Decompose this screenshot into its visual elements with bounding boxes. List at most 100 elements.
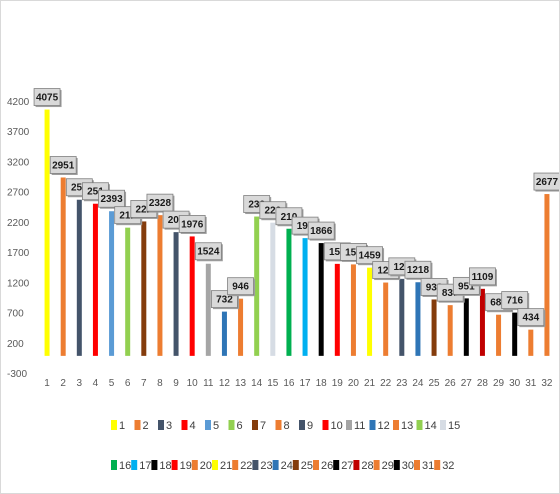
y-tick-label: 2700 <box>7 188 30 199</box>
x-tick-label: 10 <box>187 378 199 389</box>
legend-label: 28 <box>361 460 373 472</box>
x-tick-label: 24 <box>412 378 424 389</box>
data-label: 2951 <box>52 160 75 171</box>
legend-swatch <box>414 460 420 470</box>
data-label: 716 <box>506 296 523 307</box>
bar <box>77 200 82 356</box>
bar <box>141 221 146 355</box>
bar <box>174 232 179 356</box>
x-tick-label: 4 <box>93 378 99 389</box>
legend-swatch <box>323 420 329 430</box>
legend-label: 21 <box>220 460 232 472</box>
data-label: 1218 <box>407 265 430 276</box>
bar <box>544 194 549 356</box>
legend-label: 14 <box>425 420 437 432</box>
legend-swatch <box>192 460 198 470</box>
y-tick-label: 1700 <box>7 248 30 259</box>
x-tick-label: 21 <box>364 378 376 389</box>
legend-swatch <box>434 460 440 470</box>
legend-label: 5 <box>213 420 219 432</box>
bar <box>206 264 211 356</box>
data-label: 2328 <box>149 198 172 209</box>
y-tick-label: 200 <box>7 339 24 350</box>
bar <box>270 223 275 356</box>
bar <box>319 243 324 356</box>
data-label: 1459 <box>358 251 381 262</box>
bar <box>528 330 533 356</box>
bar <box>383 283 388 356</box>
legend-label: 2 <box>143 420 149 432</box>
x-tick-label: 13 <box>235 378 247 389</box>
bar <box>335 264 340 356</box>
data-label: 946 <box>232 282 249 293</box>
bar <box>415 282 420 356</box>
x-tick-label: 30 <box>509 378 521 389</box>
legend-swatch <box>299 420 305 430</box>
legend-swatch <box>158 420 164 430</box>
bar <box>125 228 130 356</box>
legend-label: 11 <box>354 420 365 432</box>
data-label: 434 <box>522 313 539 324</box>
y-tick-label: -300 <box>7 369 27 380</box>
data-label: 1109 <box>472 272 494 283</box>
legend-swatch <box>111 420 117 430</box>
data-label: 732 <box>216 295 233 306</box>
x-tick-label: 28 <box>477 378 489 389</box>
x-tick-label: 22 <box>380 378 392 389</box>
y-tick-label: 2200 <box>7 218 30 229</box>
bar <box>303 238 308 356</box>
legend-swatch <box>111 460 117 470</box>
legend-swatch <box>131 460 137 470</box>
legend-label: 12 <box>378 420 390 432</box>
legend-swatch <box>293 460 299 470</box>
legend-swatch <box>182 420 188 430</box>
x-tick-label: 7 <box>141 378 147 389</box>
bar <box>286 229 291 356</box>
legend-label: 24 <box>281 460 293 472</box>
data-label: 1524 <box>197 247 220 258</box>
legend-label: 8 <box>284 420 290 432</box>
legend-swatch <box>229 420 235 430</box>
bar <box>399 279 404 356</box>
legend-label: 15 <box>448 420 460 432</box>
legend-label: 9 <box>307 420 313 432</box>
x-tick-label: 12 <box>219 378 231 389</box>
bar <box>448 305 453 356</box>
bar <box>367 268 372 356</box>
legend-swatch <box>374 460 380 470</box>
bar <box>190 236 195 355</box>
legend-swatch <box>346 420 352 430</box>
legend-label: 19 <box>180 460 192 472</box>
x-tick-label: 3 <box>77 378 83 389</box>
legend-label: 30 <box>402 460 414 472</box>
legend-swatch <box>353 460 359 470</box>
legend-swatch <box>313 460 319 470</box>
legend-swatch <box>394 460 400 470</box>
bar <box>512 313 517 356</box>
legend-label: 32 <box>442 460 454 472</box>
bar <box>222 312 227 356</box>
x-tick-label: 2 <box>60 378 66 389</box>
x-tick-label: 25 <box>429 378 441 389</box>
legend-label: 18 <box>159 460 171 472</box>
legend-swatch <box>370 420 376 430</box>
x-tick-label: 20 <box>348 378 360 389</box>
legend-label: 10 <box>331 420 343 432</box>
bar <box>45 110 50 356</box>
bar <box>351 264 356 355</box>
x-tick-label: 15 <box>267 378 279 389</box>
bar <box>464 298 469 355</box>
x-tick-label: 29 <box>493 378 505 389</box>
x-tick-label: 8 <box>157 378 163 389</box>
legend-swatch <box>417 420 423 430</box>
y-tick-label: 700 <box>7 309 24 320</box>
legend-label: 20 <box>200 460 212 472</box>
x-tick-label: 5 <box>109 378 115 389</box>
legend-swatch <box>440 420 446 430</box>
legend-label: 22 <box>240 460 252 472</box>
bar <box>61 177 66 355</box>
y-axis-ticks: -300 200 700 1200 1700 2200 2700 3200 3700 4200 <box>7 97 30 380</box>
